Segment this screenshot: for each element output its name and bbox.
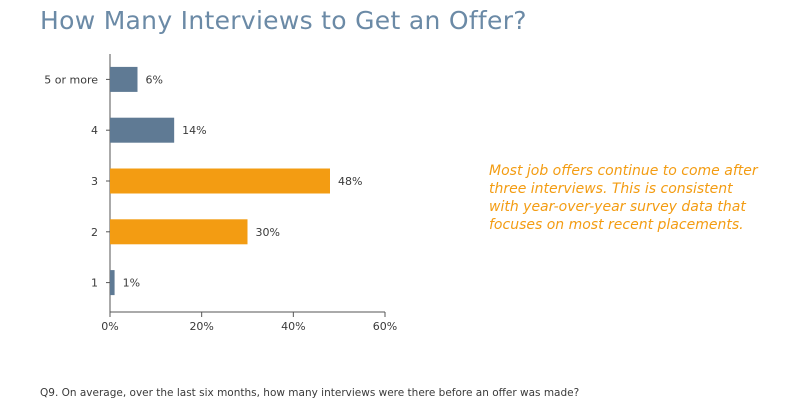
x-tick-label: 0% <box>101 320 118 333</box>
callout-text: Most job offers continue to come after t… <box>489 162 779 234</box>
x-tick-label: 20% <box>189 320 213 333</box>
bar <box>110 219 248 245</box>
chart-labels: 5 or more 6% 4 14% 3 48% 2 30% 1 1% <box>44 73 362 289</box>
x-tick-label: 40% <box>281 320 305 333</box>
bar <box>110 270 115 296</box>
y-tick-label: 5 or more <box>44 73 98 86</box>
y-tick-label: 2 <box>91 226 98 239</box>
bar-value-label: 30% <box>256 226 280 239</box>
callout-line-4: focuses on most recent placements. <box>489 217 744 233</box>
chart-axes: 0% 20% 40% 60% <box>101 54 397 333</box>
callout-line-2: three interviews. This is consistent <box>489 181 733 197</box>
y-tick-label: 3 <box>91 175 98 188</box>
survey-question-footnote: Q9. On average, over the last six months… <box>40 387 580 399</box>
bar-value-label: 6% <box>146 73 163 86</box>
chart-bars <box>110 66 330 296</box>
callout-line-3: with year-over-year survey data that <box>489 199 746 215</box>
y-tick-label: 4 <box>91 124 98 137</box>
bar <box>110 168 330 194</box>
bar-value-label: 14% <box>182 124 206 137</box>
y-tick-label: 1 <box>91 277 98 290</box>
bar <box>110 66 138 92</box>
bar <box>110 117 175 143</box>
bar-value-label: 48% <box>338 175 362 188</box>
chart-title: How Many Interviews to Get an Offer? <box>40 6 527 35</box>
bar-value-label: 1% <box>123 277 140 290</box>
x-tick-label: 60% <box>373 320 397 333</box>
callout-line-1: Most job offers continue to come after <box>489 163 758 179</box>
